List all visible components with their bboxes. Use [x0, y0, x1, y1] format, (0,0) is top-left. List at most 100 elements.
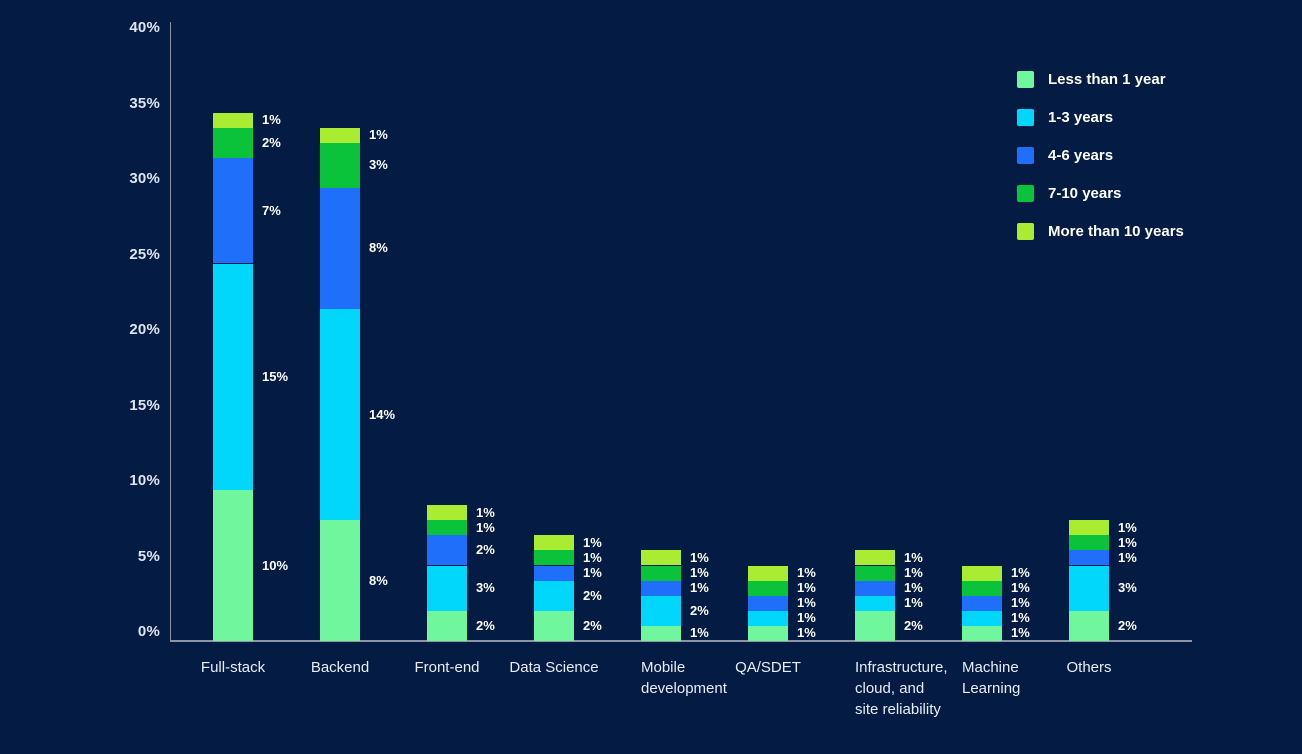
bar-segment: [213, 490, 253, 641]
value-label: 1%: [583, 549, 602, 565]
y-tick-label: 35%: [129, 94, 160, 112]
value-label: 1%: [1011, 625, 1030, 641]
category-label: Machine Learning: [962, 657, 1020, 699]
bar-segment: [1069, 550, 1109, 566]
value-label: 1%: [583, 565, 602, 581]
y-tick-label: 15%: [129, 396, 160, 414]
bar-segment: [320, 142, 360, 188]
category-label-line: Machine: [962, 659, 1019, 676]
value-label: 1%: [797, 565, 816, 581]
bar-segment: [748, 565, 788, 581]
bar-segment: [427, 610, 467, 641]
bar-segment: [855, 550, 895, 566]
x-axis-line: [170, 640, 1192, 642]
category-label: Infrastructure, cloud, and site reliabilit…: [855, 657, 948, 720]
value-label: 1%: [1011, 565, 1030, 581]
legend-label: Less than 1 year: [1048, 71, 1166, 88]
bar-segment: [213, 112, 253, 128]
value-label: 2%: [1118, 617, 1137, 633]
bar-segment: [213, 157, 253, 264]
legend-item: Less than 1 year: [1017, 70, 1277, 90]
legend-item: 7-10 years: [1017, 184, 1277, 204]
legend-swatch: [1017, 223, 1034, 240]
bar-segment: [748, 595, 788, 611]
bar-segment: [1069, 610, 1109, 641]
value-label: 3%: [369, 157, 388, 173]
value-label: 1%: [904, 549, 923, 565]
bar-segment: [641, 550, 681, 566]
category-label-line: site reliability: [855, 701, 941, 718]
y-tick-label: 10%: [129, 472, 160, 489]
category-label: Mobile development: [641, 657, 727, 699]
value-label: 2%: [476, 617, 495, 633]
bar-segment: [641, 595, 681, 626]
value-label: 1%: [1118, 534, 1137, 550]
bar-segment: [641, 565, 681, 581]
bar-segment: [534, 610, 574, 641]
legend-swatch: [1017, 71, 1034, 88]
value-label: 1%: [1118, 549, 1137, 565]
value-label: 1%: [1011, 610, 1030, 626]
bar-segment: [962, 610, 1002, 626]
value-label: 8%: [369, 240, 388, 256]
legend-swatch: [1017, 109, 1034, 126]
value-label: 3%: [1118, 580, 1137, 596]
value-label: 1%: [262, 112, 281, 128]
bar-segment: [320, 520, 360, 641]
value-label: 8%: [369, 572, 388, 588]
bar-segment: [427, 535, 467, 566]
legend-label: More than 10 years: [1048, 223, 1184, 240]
value-label: 1%: [797, 625, 816, 641]
y-tick-label: 0%: [137, 623, 160, 640]
legend-swatch: [1017, 185, 1034, 202]
legend-label: 7-10 years: [1048, 185, 1122, 202]
value-label: 2%: [583, 587, 602, 603]
bar-segment: [320, 188, 360, 309]
category-label: Others: [1066, 659, 1112, 676]
bar-segment: [962, 595, 1002, 611]
y-tick-label: 40%: [129, 19, 160, 36]
legend-swatch: [1017, 147, 1034, 164]
bar-segment: [427, 505, 467, 521]
value-label: 1%: [369, 127, 388, 143]
value-label: 1%: [1011, 580, 1030, 596]
value-label: 1%: [583, 534, 602, 550]
value-label: 1%: [690, 580, 709, 596]
value-label: 1%: [476, 504, 495, 520]
legend-item: 4-6 years: [1017, 146, 1277, 166]
value-label: 1%: [476, 519, 495, 535]
bar-segment: [534, 535, 574, 551]
bar-segment: [748, 625, 788, 641]
category-label-line: development: [641, 680, 727, 697]
bar-segment: [427, 520, 467, 536]
legend-item: 1-3 years: [1017, 108, 1277, 128]
bar-segment: [320, 308, 360, 521]
category-label-line: Mobile: [641, 659, 686, 676]
bar-segment: [1069, 565, 1109, 611]
bar-segment: [534, 580, 574, 611]
bar-segment: [213, 127, 253, 158]
category-label: QA/SDET: [735, 659, 801, 676]
category-label: Data Science: [509, 659, 599, 676]
y-tick-label: 30%: [129, 170, 160, 187]
bar-segment: [855, 595, 895, 611]
y-axis-line: [170, 22, 171, 642]
value-label: 1%: [904, 580, 923, 596]
y-tick-label: 25%: [129, 245, 160, 263]
legend-label: 4-6 years: [1048, 147, 1114, 164]
value-label: 7%: [262, 202, 281, 218]
bar-segment: [427, 565, 467, 611]
category-label-line: Learning: [962, 680, 1021, 697]
value-label: 1%: [797, 610, 816, 626]
bar-segment: [748, 610, 788, 626]
bar-segment: [1069, 535, 1109, 551]
value-label: 1%: [690, 549, 709, 565]
category-label: Front-end: [414, 659, 480, 676]
bar-segment: [962, 565, 1002, 581]
legend-label: 1-3 years: [1048, 109, 1114, 126]
value-label: 2%: [690, 602, 709, 618]
bar-segment: [641, 580, 681, 596]
value-label: 1%: [690, 625, 709, 641]
category-label: Backend: [310, 659, 370, 676]
value-label: 15%: [262, 368, 289, 384]
